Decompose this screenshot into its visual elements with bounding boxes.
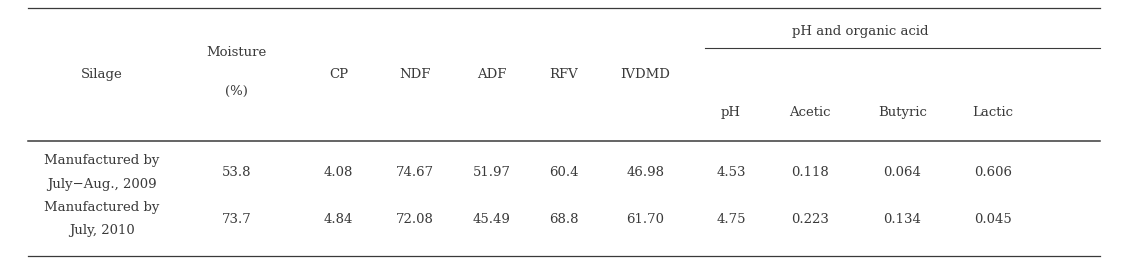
Text: Lactic: Lactic (972, 106, 1013, 119)
Text: NDF: NDF (399, 68, 431, 81)
Text: pH and organic acid: pH and organic acid (792, 25, 929, 38)
Text: 45.49: 45.49 (473, 213, 511, 226)
Text: 4.84: 4.84 (324, 213, 353, 226)
Text: pH: pH (721, 106, 741, 119)
Text: July−Aug., 2009: July−Aug., 2009 (46, 177, 157, 191)
Text: Moisture: Moisture (206, 46, 267, 59)
Text: 46.98: 46.98 (626, 166, 664, 179)
Text: 0.118: 0.118 (791, 166, 829, 179)
Text: CP: CP (329, 68, 347, 81)
Text: 0.606: 0.606 (973, 166, 1012, 179)
Text: 60.4: 60.4 (549, 166, 579, 179)
Text: Butyric: Butyric (878, 106, 927, 119)
Text: 0.064: 0.064 (883, 166, 922, 179)
Text: 74.67: 74.67 (396, 166, 434, 179)
Text: 4.53: 4.53 (716, 166, 746, 179)
Text: 53.8: 53.8 (222, 166, 252, 179)
Text: Manufactured by: Manufactured by (44, 201, 159, 214)
Text: 4.75: 4.75 (716, 213, 746, 226)
Text: 61.70: 61.70 (626, 213, 664, 226)
Text: 72.08: 72.08 (396, 213, 434, 226)
Text: 0.045: 0.045 (973, 213, 1012, 226)
Text: ADF: ADF (477, 68, 506, 81)
Text: Acetic: Acetic (790, 106, 830, 119)
Text: IVDMD: IVDMD (620, 68, 670, 81)
Text: (%): (%) (226, 85, 248, 98)
Text: 0.223: 0.223 (791, 213, 829, 226)
Text: 0.134: 0.134 (883, 213, 922, 226)
Text: Manufactured by: Manufactured by (44, 154, 159, 167)
Text: RFV: RFV (549, 68, 579, 81)
Text: 4.08: 4.08 (324, 166, 353, 179)
Text: July, 2010: July, 2010 (69, 224, 134, 238)
Text: 73.7: 73.7 (222, 213, 252, 226)
Text: Silage: Silage (80, 68, 123, 81)
Text: 51.97: 51.97 (473, 166, 511, 179)
Text: 68.8: 68.8 (549, 213, 579, 226)
